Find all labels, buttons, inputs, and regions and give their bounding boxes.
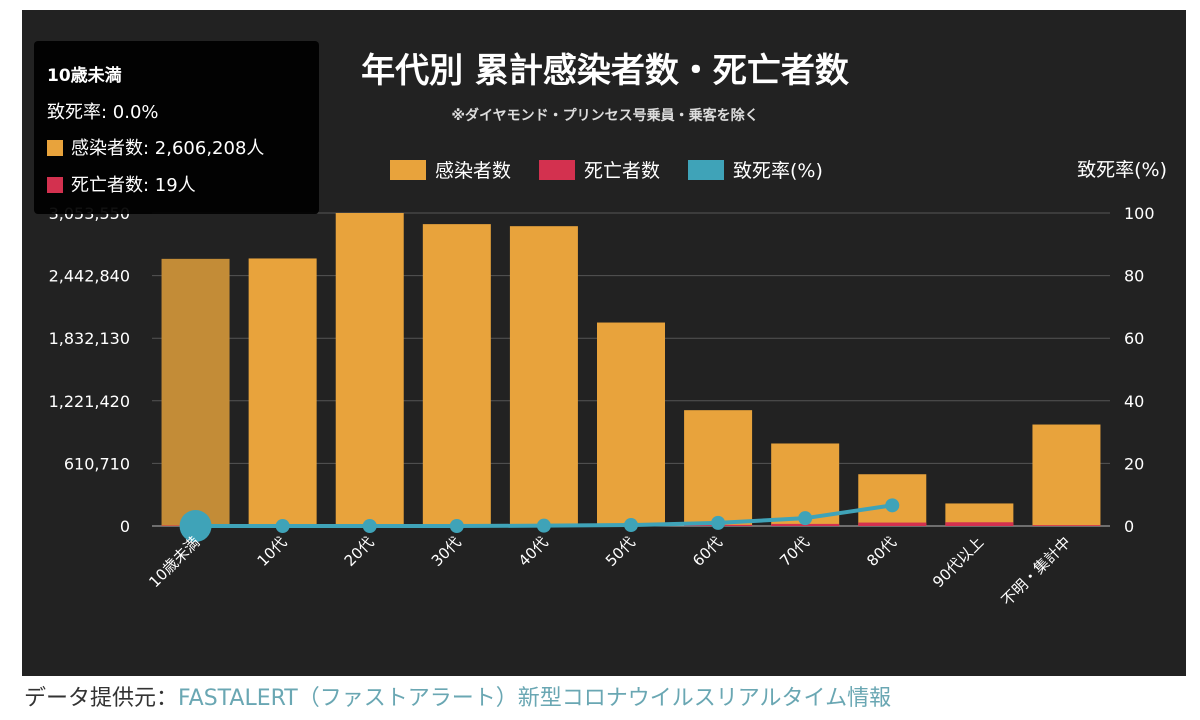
footer-prefix: データ提供元： [24, 686, 179, 711]
right-axis-tick-label: 80 [1124, 267, 1144, 286]
tooltip-title: 10歳未満 [47, 66, 122, 86]
bar-infected [1032, 424, 1101, 526]
bar-deaths [1032, 525, 1101, 526]
footer-credit: データ提供元：FASTALERT（ファストアラート）新型コロナウイルスリアルタイ… [24, 680, 891, 712]
tooltip-infected: 感染者数: 2,606,208人 [71, 138, 265, 159]
x-tick-label: 10代 [254, 533, 291, 570]
bar-infected [422, 224, 491, 526]
bar-infected [597, 322, 665, 526]
chart-title: 年代別 累計感染者数・死亡者数 [361, 51, 849, 91]
bar-infected [335, 213, 404, 526]
x-tick-label: 不明・集計中 [998, 533, 1074, 609]
rate-point [798, 511, 813, 526]
rate-point [449, 519, 464, 533]
tooltip-deaths: 死亡者数: 19人 [71, 175, 196, 196]
chart-subtitle: ※ダイヤモンド・プリンセス号乗員・乗客を除く [451, 107, 758, 124]
right-axis-tick-label: 60 [1124, 329, 1144, 348]
deaths-swatch [47, 177, 63, 193]
x-tick-label: 90代以上 [929, 533, 987, 591]
bar-infected [684, 410, 753, 526]
bar-deaths [858, 522, 927, 526]
legend-swatch [539, 160, 575, 180]
x-tick-label: 40代 [515, 533, 552, 570]
bar-infected [945, 503, 1014, 526]
bar-deaths [945, 522, 1014, 526]
rate-point [711, 515, 726, 530]
x-tick-label: 50代 [602, 533, 639, 570]
chart-panel: 0610,7101,221,4201,832,1302,442,8403,053… [22, 10, 1186, 676]
left-axis-tick-label: 2,442,840 [49, 267, 130, 286]
tooltip-deaths-row: 死亡者数: 19人 [47, 171, 196, 197]
right-axis-tick-label: 40 [1124, 392, 1144, 411]
chart-svg: 0610,7101,221,4201,832,1302,442,8403,053… [49, 51, 1167, 609]
right-axis-tick-label: 0 [1124, 517, 1134, 536]
bar-infected [161, 258, 230, 526]
x-tick-label: 10歳未満 [145, 533, 203, 591]
left-axis-tick-label: 0 [120, 517, 130, 536]
legend-label: 致死率(%) [733, 160, 823, 182]
legend-swatch [390, 160, 426, 180]
bar-infected [248, 258, 317, 526]
x-tick-label: 80代 [863, 533, 900, 570]
left-axis-tick-label: 1,221,420 [49, 392, 130, 411]
footer-source-link[interactable]: FASTALERT（ファストアラート）新型コロナウイルスリアルタイム情報 [178, 686, 892, 711]
bar-infected [509, 226, 578, 526]
rate-point [275, 519, 290, 533]
right-axis-label: 致死率(%) [1077, 159, 1167, 181]
rate-point [362, 519, 377, 533]
legend-label: 死亡者数 [584, 160, 660, 182]
x-tick-label: 70代 [776, 533, 813, 570]
rate-point [885, 498, 900, 513]
infected-swatch [47, 140, 63, 156]
x-tick-label: 60代 [689, 533, 726, 570]
rate-point [624, 518, 638, 533]
x-tick-label: 30代 [428, 533, 465, 570]
x-tick-label: 20代 [341, 533, 378, 570]
rate-point [179, 510, 212, 542]
tooltip-infected-row: 感染者数: 2,606,208人 [47, 134, 264, 160]
left-axis-tick-label: 1,832,130 [49, 329, 130, 348]
legend-swatch [688, 160, 724, 180]
right-axis-tick-label: 20 [1124, 454, 1144, 473]
left-axis-tick-label: 610,710 [64, 454, 130, 473]
tooltip-rate: 致死率: 0.0% [47, 102, 159, 123]
tooltip: 10歳未満 致死率: 0.0% 感染者数: 2,606,208人 死亡者数: 1… [34, 41, 319, 214]
right-axis-tick-label: 100 [1124, 204, 1155, 223]
rate-point [536, 518, 551, 533]
legend-label: 感染者数 [435, 160, 511, 182]
